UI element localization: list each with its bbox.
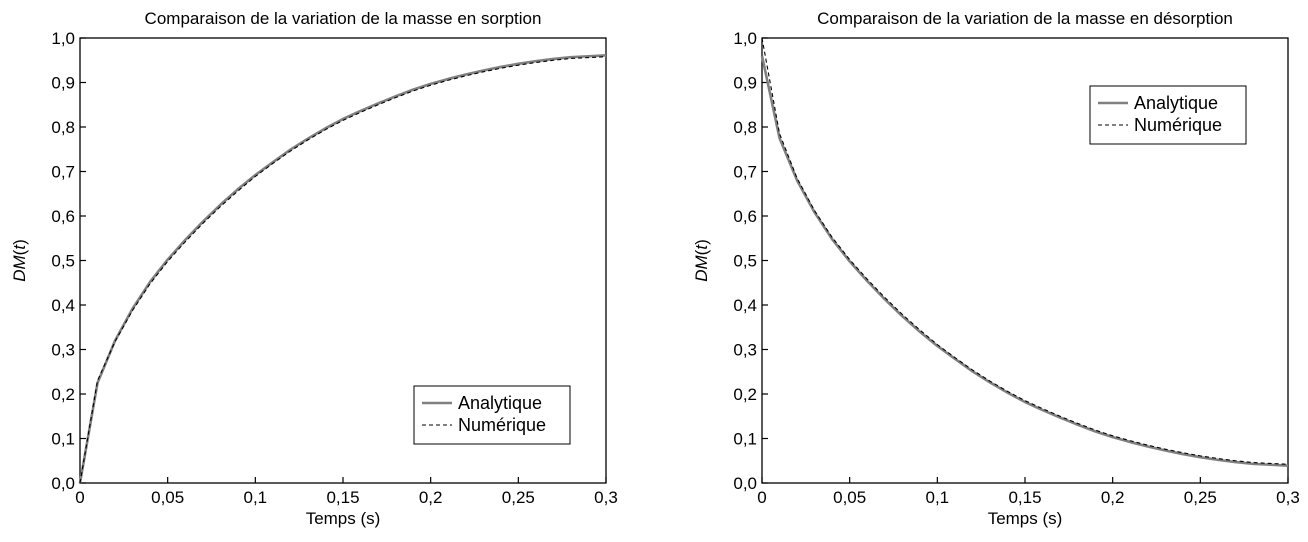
y-label-var: t [692,244,711,250]
y-label-paren-close: ) [692,239,711,245]
y-label-paren-open: ( [692,249,711,255]
x-tick-label: 0,1 [244,488,268,507]
y-label-paren-close: ) [10,239,29,245]
y-tick-label: 0,1 [733,430,757,449]
legend-label: Analytique [458,393,542,413]
x-tick-label: 0,15 [1008,488,1041,507]
desorption-chart: Comparaison de la variation de la masse … [692,9,1300,528]
legend-box [1089,85,1247,145]
y-tick-label: 1,0 [51,29,75,48]
y-tick-label: 0,3 [51,341,75,360]
sorption-chart: Comparaison de la variation de la masse … [10,9,618,528]
x-tick-label: 0,3 [1276,488,1300,507]
y-tick-label: 0,5 [51,252,75,271]
chart-title: Comparaison de la variation de la masse … [817,9,1233,28]
x-tick-label: 0,1 [926,488,950,507]
legend-label: Numérique [458,415,546,435]
y-tick-label: 0,2 [51,385,75,404]
chart-title: Comparaison de la variation de la masse … [145,9,542,28]
y-label-paren-open: ( [10,249,29,255]
y-tick-label: 0,7 [51,163,75,182]
x-tick-label: 0 [75,488,84,507]
y-tick-label: 0,0 [51,474,75,493]
x-tick-label: 0 [757,488,766,507]
y-tick-label: 0,6 [51,207,75,226]
y-tick-label: 0,9 [733,74,757,93]
y-axis-label: DM(t) [10,239,29,282]
y-tick-label: 0,7 [733,163,757,182]
y-tick-label: 0,4 [733,296,757,315]
x-tick-label: 0,2 [419,488,443,507]
y-tick-label: 0,4 [51,296,75,315]
legend-label: Numérique [1134,115,1222,135]
y-tick-label: 0,5 [733,252,757,271]
y-label-main: DM [10,254,29,281]
y-tick-label: 1,0 [733,29,757,48]
y-tick-label: 0,0 [733,474,757,493]
series-line-analytique [760,55,1289,467]
y-tick-label: 0,8 [51,118,75,137]
series-line-num-rique [761,37,1289,465]
legend-label: Analytique [1134,93,1218,113]
y-tick-label: 0,1 [51,430,75,449]
series-line-num-rique [79,56,607,484]
series-line-analytique [78,54,607,484]
y-axis-label: DM(t) [692,239,711,282]
y-tick-label: 0,2 [733,385,757,404]
x-tick-label: 0,25 [1184,488,1217,507]
y-tick-label: 0,9 [51,74,75,93]
x-axis-label: Temps (s) [306,509,381,528]
legend-box [413,385,571,445]
x-tick-label: 0,3 [594,488,618,507]
y-tick-label: 0,3 [733,341,757,360]
x-tick-label: 0,2 [1101,488,1125,507]
x-tick-label: 0,25 [502,488,535,507]
x-tick-label: 0,05 [833,488,866,507]
x-tick-label: 0,05 [151,488,184,507]
y-label-var: t [10,244,29,250]
x-axis-label: Temps (s) [988,509,1063,528]
y-tick-label: 0,8 [733,118,757,137]
y-label-main: DM [692,254,711,281]
x-tick-label: 0,15 [326,488,359,507]
y-tick-label: 0,6 [733,207,757,226]
